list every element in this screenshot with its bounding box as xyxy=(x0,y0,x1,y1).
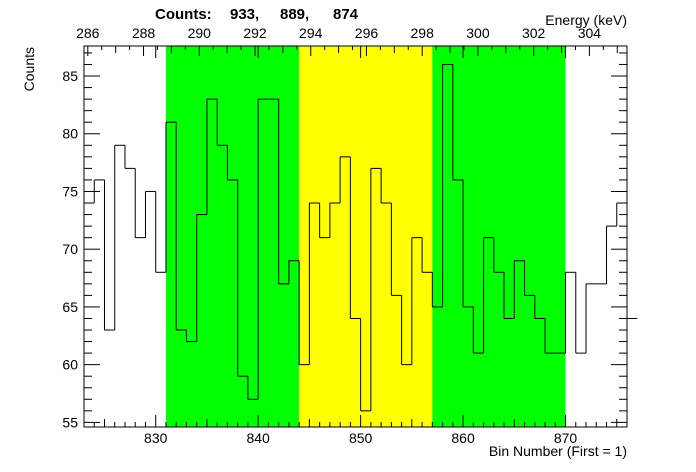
y-tick-label: 75 xyxy=(62,183,78,199)
regions-layer xyxy=(165,46,566,427)
y-tick-label: 70 xyxy=(62,241,78,257)
counts-label: Counts: xyxy=(155,6,212,23)
energy-tick-label: 296 xyxy=(355,25,379,41)
x-axis-title: Bin Number (First = 1) xyxy=(489,443,627,459)
energy-tick-label: 288 xyxy=(132,25,156,41)
energy-tick-label: 304 xyxy=(578,25,602,41)
energy-axis-title: Energy (keV) xyxy=(545,12,627,28)
x-tick-label: 830 xyxy=(144,430,168,446)
energy-tick-label: 302 xyxy=(522,25,546,41)
y-tick-label: 60 xyxy=(62,357,78,373)
x-tick-label: 870 xyxy=(554,430,578,446)
region-right-background xyxy=(432,46,566,427)
counts-value-3: 874 xyxy=(333,6,359,23)
ticks-layer: 830 840 850 860 870 55 60 65 70 75 80 85 286 288 290 29… xyxy=(62,25,628,446)
x-tick-label: 850 xyxy=(349,430,373,446)
x-tick-label: 860 xyxy=(451,430,475,446)
energy-tick-label: 294 xyxy=(299,25,323,41)
energy-tick-label: 292 xyxy=(243,25,267,41)
counts-value-2: 889, xyxy=(280,6,309,23)
y-axis-title: Counts xyxy=(21,47,37,91)
y-tick-label: 65 xyxy=(62,299,78,315)
energy-tick-label: 298 xyxy=(411,25,435,41)
y-tick-label: 85 xyxy=(62,68,78,84)
y-tick-label: 55 xyxy=(62,414,78,430)
region-peak xyxy=(299,46,433,427)
region-left-background xyxy=(165,46,300,427)
y-tick-label: 80 xyxy=(62,126,78,142)
plot-frame xyxy=(83,45,628,428)
energy-tick-label: 290 xyxy=(188,25,212,41)
counts-value-1: 933, xyxy=(230,6,259,23)
x-tick-label: 840 xyxy=(246,430,270,446)
energy-tick-label: 286 xyxy=(76,25,100,41)
energy-tick-label: 300 xyxy=(466,25,490,41)
